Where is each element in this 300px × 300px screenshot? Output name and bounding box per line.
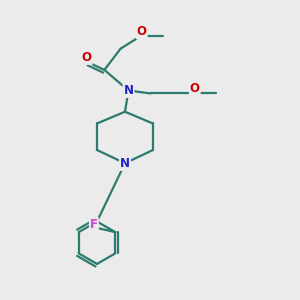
Text: O: O [82,51,92,64]
Text: N: N [120,157,130,170]
Text: O: O [137,26,147,38]
Text: N: N [124,84,134,97]
Text: N: N [120,157,130,170]
Text: F: F [90,218,98,231]
Text: O: O [190,82,200,95]
